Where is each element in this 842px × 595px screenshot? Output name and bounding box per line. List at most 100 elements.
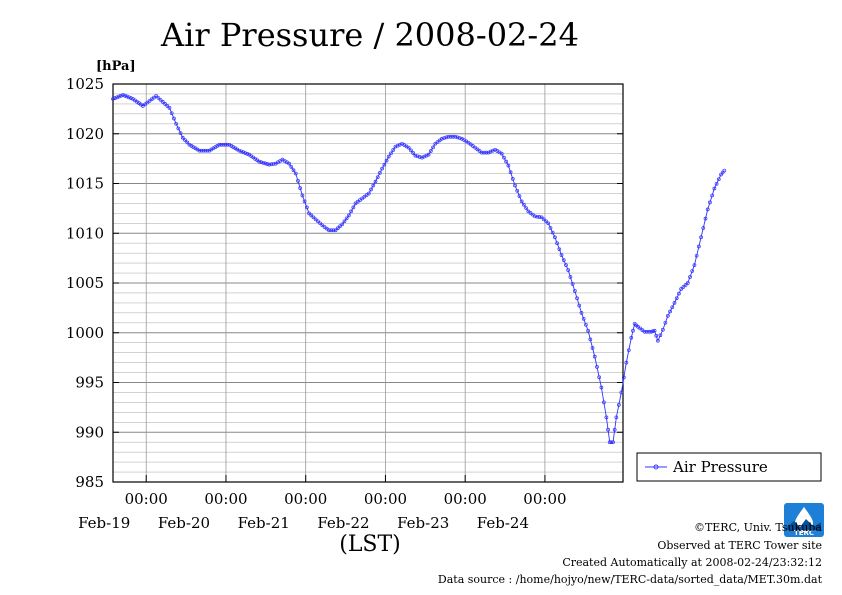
y-tick-label: 1000 [66,324,104,342]
data-point [575,296,579,301]
data-point [241,150,246,155]
data-point [302,199,307,204]
data-point [197,148,202,153]
data-point [604,415,609,420]
data-point [502,155,506,160]
data-point [411,151,415,155]
data-point [340,222,345,227]
data-point [117,94,121,99]
data-point [111,97,115,101]
data-point [409,148,413,153]
data-point [624,360,629,365]
data-point [572,289,577,293]
data-point [701,226,706,230]
data-point [566,268,571,272]
grid [113,84,623,482]
data-point [616,403,621,407]
legend-marker-swatch [653,464,659,470]
data-point [382,162,387,167]
data-point [663,320,668,325]
data-point [426,152,431,157]
data-point [156,96,161,100]
data-point [506,163,511,168]
data-point [221,142,226,147]
data-point [366,191,371,196]
data-point [570,282,575,286]
data-point [384,158,389,163]
data-point [446,134,451,139]
data-point [508,170,513,175]
credit-created: Created Automatically at 2008-02-24/23:3… [562,556,822,569]
data-point [683,283,688,287]
data-point [708,200,712,205]
y-tick-label: 1010 [66,224,104,242]
data-point [681,285,686,289]
data-point [644,329,649,334]
data-point [293,171,298,176]
data-point [541,217,546,222]
y-tick-label: 1025 [66,75,104,93]
data-point [626,348,631,353]
data-point [629,335,634,340]
data-point [457,136,462,140]
data-point [331,228,336,233]
data-point [391,148,396,152]
data-point [269,162,274,167]
data-point [548,226,553,230]
data-point [265,162,270,166]
data-point [129,96,133,100]
x-tick-day-label: Feb-19 [78,514,130,532]
data-point [609,440,614,445]
data-point [448,134,453,139]
data-point [327,228,331,233]
data-point [602,400,606,405]
data-point [716,177,721,182]
data-point [656,338,660,343]
data-point [619,390,624,395]
x-tick-hour-label: 00:00 [523,490,566,508]
data-point [590,346,595,350]
data-point [561,258,566,262]
data-point [515,188,520,193]
data-point [710,193,715,198]
data-point [703,216,708,221]
data-point [564,263,568,267]
data-point [158,98,163,102]
data-point [442,136,446,140]
data-point [482,150,486,155]
data-point [163,102,167,106]
x-tick-hour-label: 00:00 [364,490,407,508]
series-air-pressure [111,93,727,445]
data-point [349,209,353,214]
data-point [375,175,380,180]
data-point [257,159,262,164]
data-point [347,213,351,218]
data-point [119,93,123,98]
data-point [205,148,210,153]
data-point [479,150,484,155]
data-point [185,140,190,145]
data-point [661,327,665,332]
data-point [219,142,224,147]
mountain-icon [787,519,821,530]
data-point [722,168,727,173]
data-point [517,194,522,198]
data-point [183,138,187,142]
data-point [289,165,294,169]
data-point [429,149,433,153]
data-point [535,214,540,219]
data-point [287,161,291,166]
data-point [599,385,604,390]
y-axis-unit-label: [hPa] [96,59,136,74]
data-point [444,135,449,140]
data-point [245,151,250,156]
data-point [658,333,663,338]
data-point [201,148,206,153]
x-tick-day-label: Feb-24 [477,514,529,532]
data-point [217,142,222,147]
data-point [174,121,178,126]
y-tick-label: 990 [75,423,104,441]
y-tick-label: 995 [75,374,104,392]
data-point [649,329,654,334]
x-tick-day-label: Feb-21 [238,514,290,532]
